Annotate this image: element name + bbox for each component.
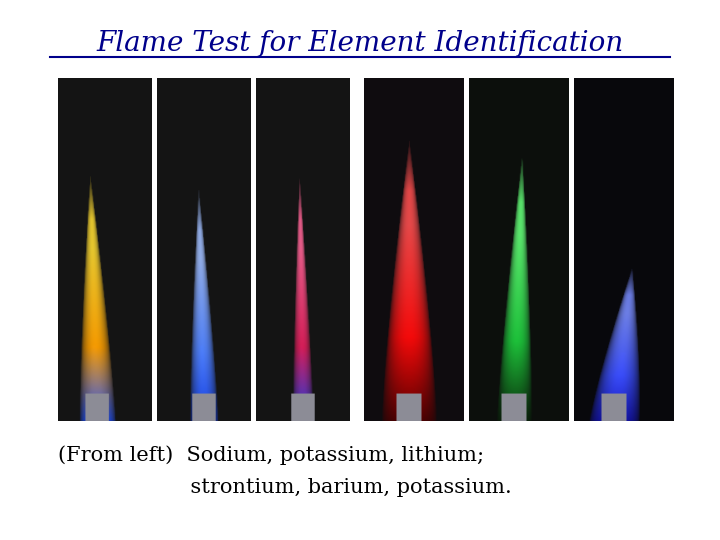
Text: (From left)  Sodium, potassium, lithium;: (From left) Sodium, potassium, lithium; bbox=[58, 446, 484, 465]
Text: Flame Test for Element Identification: Flame Test for Element Identification bbox=[96, 30, 624, 57]
Text: strontium, barium, potassium.: strontium, barium, potassium. bbox=[58, 478, 511, 497]
